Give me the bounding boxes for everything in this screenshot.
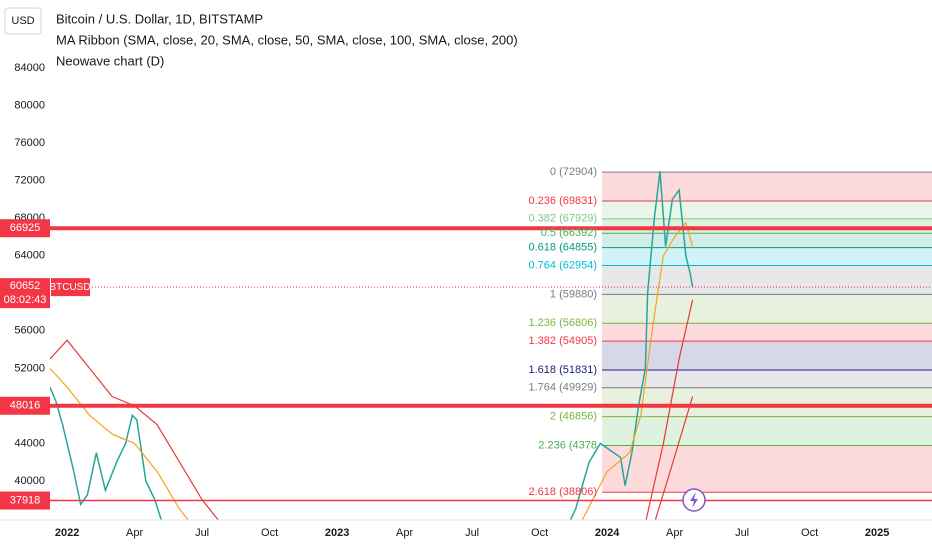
countdown: 08:02:43: [4, 294, 47, 306]
x-tick-label: Jul: [195, 527, 209, 539]
symbol: Bitcoin / U.S. Dollar, 1D, BITSTAMP: [56, 11, 263, 26]
x-tick-label: Apr: [126, 527, 143, 539]
fib-band: [602, 200, 932, 219]
price-tag-label: 37918: [10, 494, 41, 506]
fib-band: [602, 445, 932, 493]
fib-label: 0.764 (62954): [529, 259, 598, 271]
alert-bolt: [690, 492, 698, 508]
fib-label: 1.382 (54905): [529, 335, 598, 347]
fib-label: 2 (46856): [550, 411, 597, 423]
price-line: [50, 171, 694, 520]
last-price-tag: [0, 278, 50, 309]
x-tick-label: Oct: [531, 527, 548, 539]
fib-label: 0 (72904): [550, 166, 597, 178]
x-tick-label: Jul: [465, 527, 479, 539]
x-tick-label: 2025: [865, 527, 889, 539]
x-tick-label: Apr: [666, 527, 683, 539]
x-tick-label: Apr: [396, 527, 413, 539]
price-tag: [0, 491, 50, 510]
y-tick-label: 80000: [14, 99, 45, 111]
x-tick-label: 2024: [595, 527, 620, 539]
study: Neowave chart (D): [56, 53, 164, 68]
fib-label: 0.5 (66392): [541, 227, 597, 239]
fib-band: [602, 265, 932, 295]
fib-band: [602, 369, 932, 388]
price-line: [50, 221, 694, 520]
fib-label: 0.236 (69831): [529, 195, 598, 207]
price-tag-label: 48016: [10, 400, 41, 412]
currency: USD: [11, 15, 34, 27]
price-tag-label: 66925: [10, 222, 41, 234]
fib-band: [602, 294, 932, 324]
y-tick-label: 52000: [14, 362, 45, 374]
y-tick-label: 56000: [14, 325, 45, 337]
y-tick-label: 72000: [14, 175, 45, 187]
fib-label: 1.764 (49929): [529, 382, 598, 394]
last-price: 60652: [10, 280, 41, 292]
fib-label: 1.618 (51831): [529, 364, 598, 376]
overlay: 0 (72904) 0.236 (69831) 0.382 (67929) 0.5 (…: [529, 166, 598, 498]
fib-band: [602, 416, 932, 446]
fib-label: 2.618 (38806): [529, 486, 598, 498]
ticker-tag: [51, 278, 90, 297]
price-line: [50, 299, 694, 520]
fib-label: 1.236 (56806): [529, 317, 598, 329]
price-line: [654, 396, 694, 520]
fib-label: 0.382 (67929): [529, 213, 598, 225]
x-tick-label: Oct: [801, 527, 818, 539]
plot-area: [50, 171, 932, 520]
price-tag: [0, 219, 50, 238]
y-tick-label: 40000: [14, 475, 45, 487]
currency-box[interactable]: [4, 7, 42, 35]
x-tick-label: 2023: [325, 527, 349, 539]
x-tick-label: Oct: [261, 527, 278, 539]
fib-band: [602, 172, 932, 201]
ticker: BTCUSD: [49, 282, 90, 293]
fib-label: 1 (59880): [550, 288, 597, 300]
fib-band: [602, 387, 932, 417]
y-tick-label: 84000: [14, 62, 45, 74]
fib-label: 0.618 (64855): [529, 242, 598, 254]
fib-label: 2.236 (4378: [538, 439, 597, 451]
fib-band: [602, 218, 932, 234]
indicator: MA Ribbon (SMA, close, 20, SMA, close, 5…: [56, 32, 518, 47]
x-tick-label: 2022: [55, 527, 79, 539]
y-tick-label: 76000: [14, 137, 45, 149]
fib-band: [602, 341, 932, 370]
price-tag: [0, 396, 50, 415]
x-tick-label: Jul: [735, 527, 749, 539]
y-tick-label: 44000: [14, 437, 45, 449]
fib-band: [602, 247, 932, 266]
y-tick-label: 64000: [14, 250, 45, 262]
